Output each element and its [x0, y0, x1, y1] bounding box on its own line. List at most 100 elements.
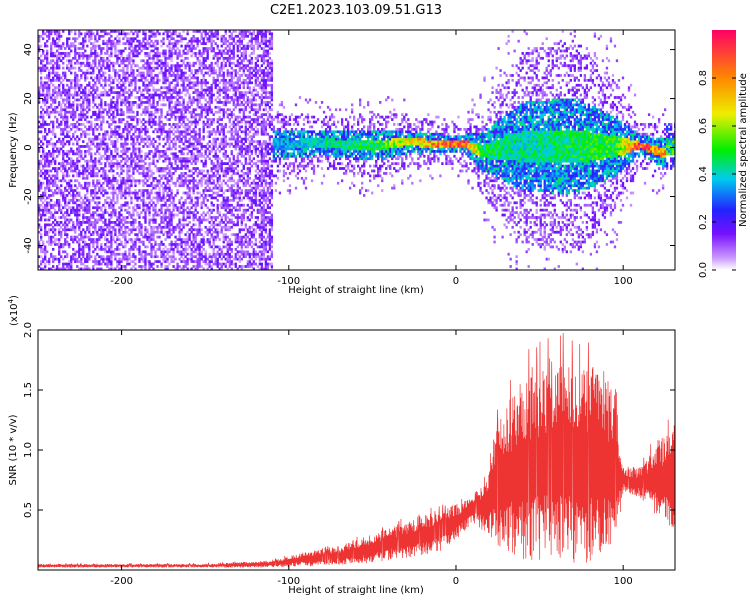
spectrogram-cell: [52, 235, 55, 239]
spectrogram-cell: [100, 208, 103, 212]
spectrogram-cell: [166, 69, 169, 72]
spectrogram-cell: [176, 61, 179, 65]
spectrogram-cell: [112, 169, 115, 173]
spectrogram-cell: [76, 83, 79, 87]
spectrogram-cell: [76, 108, 79, 112]
spectrogram-cell: [178, 201, 181, 205]
spectrogram-cell: [154, 54, 157, 58]
spectrogram-cell: [194, 30, 197, 33]
spectrogram-cell: [48, 162, 51, 165]
spectrogram-cell: [42, 213, 45, 217]
spectrogram-cell: [90, 64, 93, 68]
spectrogram-cell: [42, 208, 45, 212]
spectrogram-cell: [178, 118, 181, 121]
spectrogram-cell: [98, 267, 101, 270]
spectrogram-cell: [196, 42, 199, 45]
spectrogram-cell: [136, 194, 139, 197]
spectrogram-cell: [104, 189, 107, 192]
spectrogram-cell: [212, 196, 215, 200]
spectrogram-cell: [66, 39, 69, 43]
spectrogram-cell: [74, 152, 77, 156]
spectrogram-cell: [84, 267, 87, 270]
spectrogram-cell: [90, 198, 93, 202]
spectrogram-cell: [180, 76, 183, 80]
spectrogram-cell: [174, 167, 177, 170]
spectrogram-cell: [46, 81, 49, 85]
spectrogram-cell: [192, 130, 195, 134]
spectrogram-cell: [96, 150, 99, 153]
spectrogram-cell: [70, 164, 73, 168]
spectrogram-cell: [192, 120, 195, 124]
spectrogram-cell: [218, 123, 221, 126]
spectrogram-cell: [140, 230, 143, 234]
spectrogram-cell: [104, 206, 107, 210]
spectrogram-cell: [54, 115, 57, 119]
spectrogram-cell: [138, 179, 141, 183]
spectrogram-cell: [174, 154, 177, 158]
spectrogram-cell: [184, 130, 187, 134]
spectrogram-cell: [194, 61, 197, 65]
spectrogram-cell: [166, 32, 169, 36]
spectrogram-cell: [108, 125, 111, 129]
spectrogram-cell: [202, 154, 205, 158]
spectrogram-cell: [150, 198, 153, 202]
spectrogram-cell: [180, 267, 183, 270]
spectrogram-cell: [118, 162, 121, 165]
spectrogram-cell: [146, 140, 149, 143]
spectrogram-cell: [38, 56, 41, 60]
spectrogram-cell: [138, 240, 141, 244]
spectrogram-cell: [88, 184, 91, 188]
spectrogram-cell: [204, 164, 207, 168]
spectrogram-cell: [94, 56, 97, 60]
spectrogram-cell: [214, 257, 217, 261]
spectrogram-cell: [162, 96, 165, 99]
spectrogram-cell: [64, 216, 67, 219]
spectrogram-cell: [150, 174, 153, 178]
spectrogram-cell: [208, 74, 211, 77]
spectrogram-cell: [160, 150, 163, 153]
spectrogram-cell: [190, 98, 193, 102]
spectrogram-cell: [200, 54, 203, 58]
spectrogram-cell: [148, 56, 151, 60]
spectrogram-cell: [160, 71, 163, 75]
spectrogram-cell: [90, 86, 93, 90]
spectrogram-cell: [110, 61, 113, 65]
spectrogram-cell: [128, 47, 131, 50]
spectrogram-cell: [168, 132, 171, 136]
spectrogram-cell: [78, 54, 81, 58]
spectrogram-cell: [164, 208, 167, 212]
spectrogram-cell: [50, 238, 53, 241]
spectrogram-cell: [118, 262, 121, 266]
spectrogram-cell: [194, 213, 197, 217]
spectrogram-cell: [168, 101, 171, 104]
spectrogram-cell: [48, 69, 51, 72]
spectrogram-cell: [196, 230, 199, 234]
spectrogram-cell: [202, 30, 205, 33]
spectrogram-cell: [132, 125, 135, 129]
spectrogram-cell: [44, 218, 47, 222]
spectrogram-cell: [182, 250, 185, 254]
spectrogram-cell: [142, 74, 145, 77]
spectrogram-cell: [96, 206, 99, 210]
spectrogram-cell: [74, 194, 77, 197]
spectrogram-cell: [180, 230, 183, 234]
spectrogram-cell: [172, 203, 175, 207]
spectrogram-cell: [96, 93, 99, 97]
spectrogram-cell: [178, 206, 181, 210]
spectrogram-cell: [148, 267, 151, 270]
spectrogram-cell: [180, 140, 183, 143]
spectrogram-cell: [58, 103, 61, 107]
spectrogram-cell: [212, 191, 215, 195]
spectrogram-cell: [60, 93, 63, 97]
spectrogram-cell: [154, 225, 157, 229]
spectrogram-cell: [158, 150, 161, 153]
spectrogram-cell: [88, 247, 91, 251]
spectrogram-cell: [80, 61, 83, 65]
spectrogram-cell: [220, 216, 223, 219]
spectrogram-cell: [190, 123, 193, 126]
spectrogram-cell: [112, 81, 115, 85]
spectrogram-cell: [136, 113, 139, 117]
spectrogram-cell: [184, 145, 187, 148]
spectrogram-cell: [142, 255, 145, 259]
spectrogram-cell: [86, 235, 89, 239]
